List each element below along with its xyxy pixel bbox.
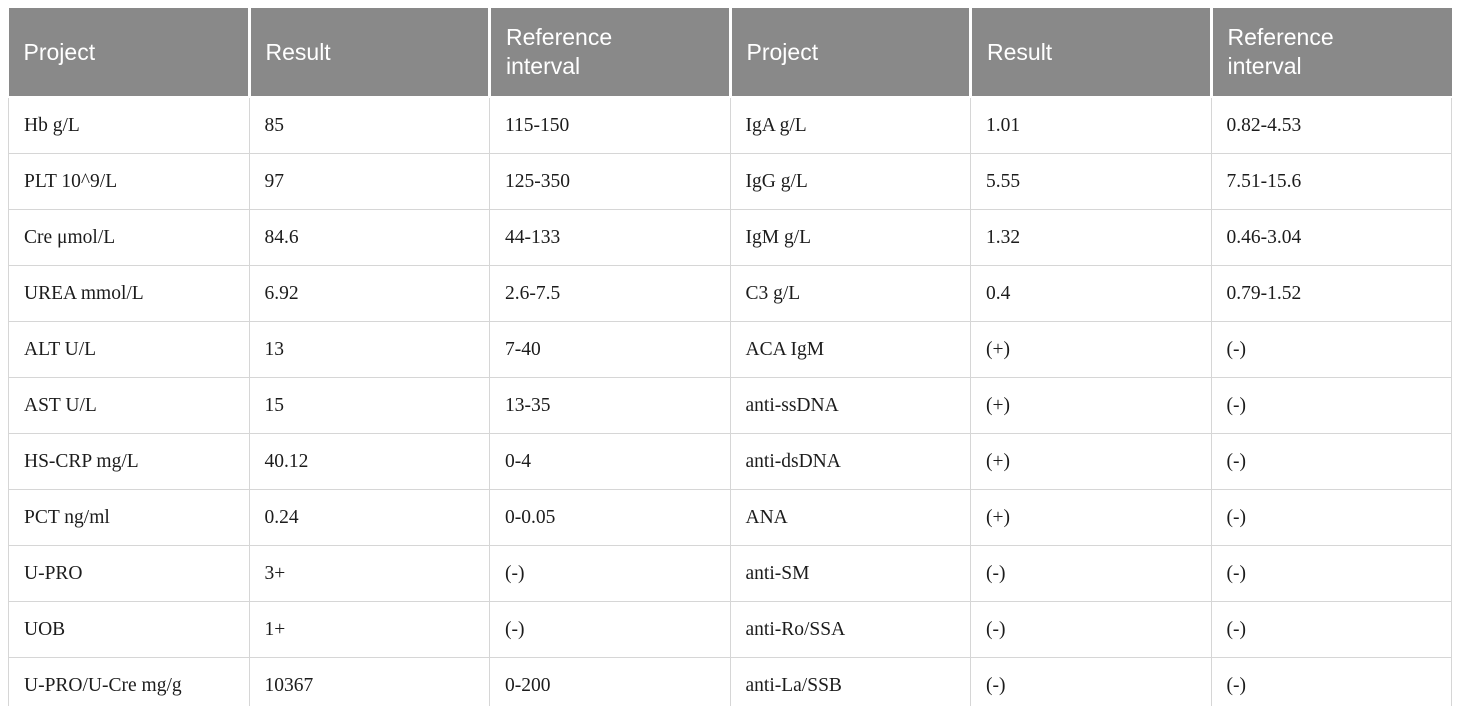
table-cell: 85 [248,96,490,154]
table-row: Hb g/L 85 115-150 IgA g/L 1.01 0.82-4.53 [8,96,1452,154]
column-header-reference-left: Reference interval [488,8,730,98]
table-cell: 0.24 [248,489,490,546]
table-cell: 84.6 [248,209,490,266]
table-cell: 5.55 [970,153,1212,210]
table-row: U-PRO/U-Cre mg/g 10367 0-200 anti-La/SSB (-)… [8,657,1452,706]
table-cell: anti-ssDNA [729,377,971,434]
table-cell: anti-SM [729,545,971,602]
header-row: Project Result Reference interval Projec… [8,8,1452,98]
table-cell: 1.01 [970,96,1212,154]
table-cell: (-) [1210,321,1452,378]
column-header-label: Result [265,38,331,65]
table-cell: AST U/L [8,377,250,434]
column-header-label: Result [987,38,1053,65]
table-cell: ANA [729,489,971,546]
table-row: HS-CRP mg/L 40.12 0-4 anti-dsDNA (+) (-) [8,433,1452,490]
table-row: PCT ng/ml 0.24 0-0.05 ANA (+) (-) [8,489,1452,546]
table-cell: 7-40 [489,321,731,378]
table-cell: UREA mmol/L [8,265,250,322]
table-cell: IgM g/L [729,209,971,266]
table-cell: HS-CRP mg/L [8,433,250,490]
column-header-label: Project [746,38,819,65]
table-cell: (-) [1210,489,1452,546]
table-cell: 7.51-15.6 [1210,153,1452,210]
table-row: UOB 1+ (-) anti-Ro/SSA (-) (-) [8,601,1452,658]
column-header-label: Reference interval [506,24,613,79]
column-header-result-right: Result [969,8,1211,98]
column-header-label: Reference interval [1227,24,1334,79]
table-cell: IgG g/L [729,153,971,210]
table-cell: 40.12 [248,433,490,490]
table-cell: (-) [970,601,1212,658]
table-cell: 125-350 [489,153,731,210]
table-cell: PLT 10^9/L [8,153,250,210]
table-body: Hb g/L 85 115-150 IgA g/L 1.01 0.82-4.53 PLT 1… [8,96,1452,706]
column-header-project-left: Project [8,8,249,98]
table-cell: 2.6-7.5 [489,265,731,322]
table-cell: (-) [489,601,731,658]
column-header-project-right: Project [728,8,971,98]
table-cell: anti-La/SSB [729,657,971,706]
table-cell: Hb g/L [8,96,250,154]
table-cell: 15 [248,377,490,434]
table-cell: 13 [248,321,490,378]
table-row: PLT 10^9/L 97 125-350 IgG g/L 5.55 7.51-15.6 [8,153,1452,210]
table-cell: U-PRO [8,545,250,602]
table-row: UREA mmol/L 6.92 2.6-7.5 C3 g/L 0.4 0.79-1.52 [8,265,1452,322]
table-cell: 1+ [248,601,490,658]
table-cell: U-PRO/U-Cre mg/g [8,657,250,706]
table-cell: (-) [1210,601,1452,658]
table-row: ALT U/L 13 7-40 ACA IgM (+) (-) [8,321,1452,378]
table-cell: Cre μmol/L [8,209,250,266]
table-cell: (-) [1210,433,1452,490]
table-cell: 0-4 [489,433,731,490]
table-cell: ALT U/L [8,321,250,378]
table-cell: (+) [970,321,1212,378]
lab-results-table: Project Result Reference interval Projec… [8,8,1452,706]
table-cell: 0.79-1.52 [1210,265,1452,322]
table-cell: 115-150 [489,96,731,154]
table-cell: IgA g/L [729,96,971,154]
table-cell: (-) [970,545,1212,602]
table-cell: 13-35 [489,377,731,434]
table-cell: 3+ [248,545,490,602]
table-cell: C3 g/L [729,265,971,322]
column-header-label: Project [23,38,96,65]
table-cell: (+) [970,377,1212,434]
table-cell: (-) [970,657,1212,706]
table-cell: anti-Ro/SSA [729,601,971,658]
table-cell: 44-133 [489,209,731,266]
table-row: U-PRO 3+ (-) anti-SM (-) (-) [8,545,1452,602]
table-header: Project Result Reference interval Projec… [8,8,1452,98]
table-cell: 0.82-4.53 [1210,96,1452,154]
column-header-result-left: Result [247,8,490,98]
table-cell: anti-dsDNA [729,433,971,490]
table-cell: 0.4 [970,265,1212,322]
table-cell: (+) [970,433,1212,490]
table-cell: PCT ng/ml [8,489,250,546]
table-cell: (-) [1210,545,1452,602]
table-cell: 0.46-3.04 [1210,209,1452,266]
table-cell: 6.92 [248,265,490,322]
table-cell: 1.32 [970,209,1212,266]
column-header-reference-right: Reference interval [1209,8,1452,98]
table-cell: UOB [8,601,250,658]
table-cell: 0-200 [489,657,731,706]
table-cell: ACA IgM [729,321,971,378]
table-cell: (+) [970,489,1212,546]
table-row: Cre μmol/L 84.6 44-133 IgM g/L 1.32 0.46-3.04 [8,209,1452,266]
table-cell: (-) [1210,377,1452,434]
table-cell: (-) [1210,657,1452,706]
table-row: AST U/L 15 13-35 anti-ssDNA (+) (-) [8,377,1452,434]
table-cell: 0-0.05 [489,489,731,546]
table-cell: (-) [489,545,731,602]
table-cell: 97 [248,153,490,210]
table-cell: 10367 [248,657,490,706]
